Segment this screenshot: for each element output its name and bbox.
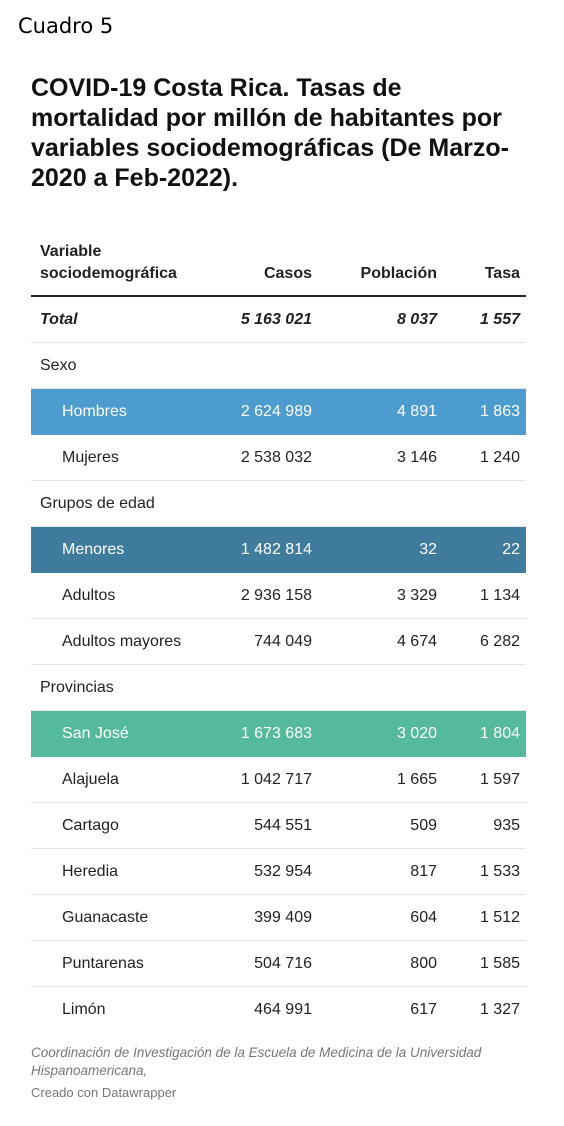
cell-tasa: 1 804 <box>443 710 526 757</box>
row-label: Hombres <box>31 388 214 435</box>
cell-casos: 1 482 814 <box>214 526 318 573</box>
row-label: Guanacaste <box>31 894 214 941</box>
cell-casos: 464 991 <box>254 1000 312 1018</box>
cell-casos: 2 936 158 <box>214 572 318 619</box>
cell-poblacion <box>318 480 443 527</box>
cell-casos: 1 042 717 <box>214 756 318 803</box>
cell-casos: 544 551 <box>214 802 318 849</box>
column-header-poblacion[interactable]: Población <box>318 224 443 297</box>
row-label: Heredia <box>31 848 214 895</box>
table-total-row: Total 5 163 021 8 037 1 557 <box>31 296 526 343</box>
table-row: Adultos 2 936 158 3 329 1 134 <box>31 572 526 619</box>
cell-tasa <box>443 342 526 389</box>
table-number-label: Cuadro 5 <box>18 14 114 38</box>
table-row: Limón 464 991 617 1 327 <box>31 987 526 1033</box>
cell-poblacion: 32 <box>318 526 443 573</box>
cell-casos: 532 954 <box>214 848 318 895</box>
cell-tasa <box>443 664 526 711</box>
cell-poblacion: 509 <box>318 802 443 849</box>
table-header-row: Variable sociodemográfica Casos Població… <box>31 224 526 297</box>
cell-poblacion: 3 329 <box>318 572 443 619</box>
datawrapper-credit[interactable]: Creado con Datawrapper <box>31 1085 177 1100</box>
cell-poblacion: 817 <box>318 848 443 895</box>
table-row: Menores 1 482 814 32 22 <box>31 526 526 573</box>
cell-tasa: 1 327 <box>479 1000 520 1018</box>
table-title: COVID-19 Costa Rica. Tasas de mortalidad… <box>31 74 509 192</box>
cell-tasa: 6 282 <box>443 618 526 665</box>
cell-casos: 504 716 <box>214 940 318 987</box>
cell-casos <box>214 480 318 527</box>
table-row: Cartago 544 551 509 935 <box>31 802 526 849</box>
table-row: Mujeres 2 538 032 3 146 1 240 <box>31 434 526 481</box>
cell-tasa: 22 <box>443 526 526 573</box>
table-row: Guanacaste 399 409 604 1 512 <box>31 894 526 941</box>
cell-poblacion: 4 674 <box>318 618 443 665</box>
row-label: Alajuela <box>31 756 214 803</box>
table-group-row: Provincias <box>31 664 526 711</box>
row-label: Puntarenas <box>31 940 214 987</box>
cell-tasa: 1 533 <box>443 848 526 895</box>
column-header-variable[interactable]: Variable sociodemográfica <box>31 224 214 297</box>
row-label: Mujeres <box>31 434 214 481</box>
group-label: Sexo <box>31 342 214 389</box>
table-row: Heredia 532 954 817 1 533 <box>31 848 526 895</box>
column-header-tasa[interactable]: Tasa <box>443 224 526 297</box>
cell-casos: 399 409 <box>214 894 318 941</box>
table-row: San José 1 673 683 3 020 1 804 <box>31 710 526 757</box>
column-header-variable-line1: Variable <box>40 243 102 260</box>
row-label: Cartago <box>31 802 214 849</box>
table-group-row: Sexo <box>31 342 526 389</box>
group-label: Provincias <box>31 664 214 711</box>
column-header-variable-line2: sociodemográfica <box>40 265 177 282</box>
cell-casos: 2 624 989 <box>214 388 318 435</box>
cell-poblacion: 3 020 <box>318 710 443 757</box>
cell-poblacion: 604 <box>318 894 443 941</box>
column-header-casos[interactable]: Casos <box>214 224 318 297</box>
cell-casos: 2 538 032 <box>214 434 318 481</box>
cell-tasa: 1 240 <box>443 434 526 481</box>
cell-poblacion: 4 891 <box>318 388 443 435</box>
cell-casos: 744 049 <box>214 618 318 665</box>
cell-tasa: 1 134 <box>443 572 526 619</box>
cell-poblacion: 617 <box>410 1000 437 1018</box>
row-label: Adultos mayores <box>31 618 214 665</box>
cell-tasa: 1 597 <box>443 756 526 803</box>
cell-tasa: 1 557 <box>443 296 526 343</box>
cell-tasa: 1 863 <box>443 388 526 435</box>
cell-tasa: 1 512 <box>443 894 526 941</box>
row-label: San José <box>31 710 214 757</box>
cell-casos <box>214 664 318 711</box>
mortality-rate-table: Variable sociodemográfica Casos Població… <box>31 224 526 1032</box>
row-label: Adultos <box>31 572 214 619</box>
group-label: Grupos de edad <box>31 480 214 527</box>
source-note: Coordinación de Investigación de la Escu… <box>31 1045 482 1078</box>
row-label: Total <box>31 296 214 343</box>
table-group-row: Grupos de edad <box>31 480 526 527</box>
table-row: Puntarenas 504 716 800 1 585 <box>31 940 526 987</box>
cell-casos <box>214 342 318 389</box>
table-row: Hombres 2 624 989 4 891 1 863 <box>31 388 526 435</box>
cell-poblacion: 3 146 <box>318 434 443 481</box>
cell-tasa: 935 <box>443 802 526 849</box>
cell-tasa: 1 585 <box>443 940 526 987</box>
cell-casos: 5 163 021 <box>214 296 318 343</box>
cell-tasa <box>443 480 526 527</box>
cell-poblacion: 8 037 <box>318 296 443 343</box>
cell-casos: 1 673 683 <box>214 710 318 757</box>
cell-poblacion: 800 <box>318 940 443 987</box>
cell-poblacion <box>318 664 443 711</box>
cell-poblacion <box>318 342 443 389</box>
table-row: Adultos mayores 744 049 4 674 6 282 <box>31 618 526 665</box>
row-label: Limón <box>62 1000 106 1018</box>
data-table-container: Variable sociodemográfica Casos Població… <box>31 224 526 1032</box>
table-row: Alajuela 1 042 717 1 665 1 597 <box>31 756 526 803</box>
table-body: Total 5 163 021 8 037 1 557 Sexo Hombres 2 624… <box>31 296 526 1032</box>
cell-poblacion: 1 665 <box>318 756 443 803</box>
row-label: Menores <box>31 526 214 573</box>
